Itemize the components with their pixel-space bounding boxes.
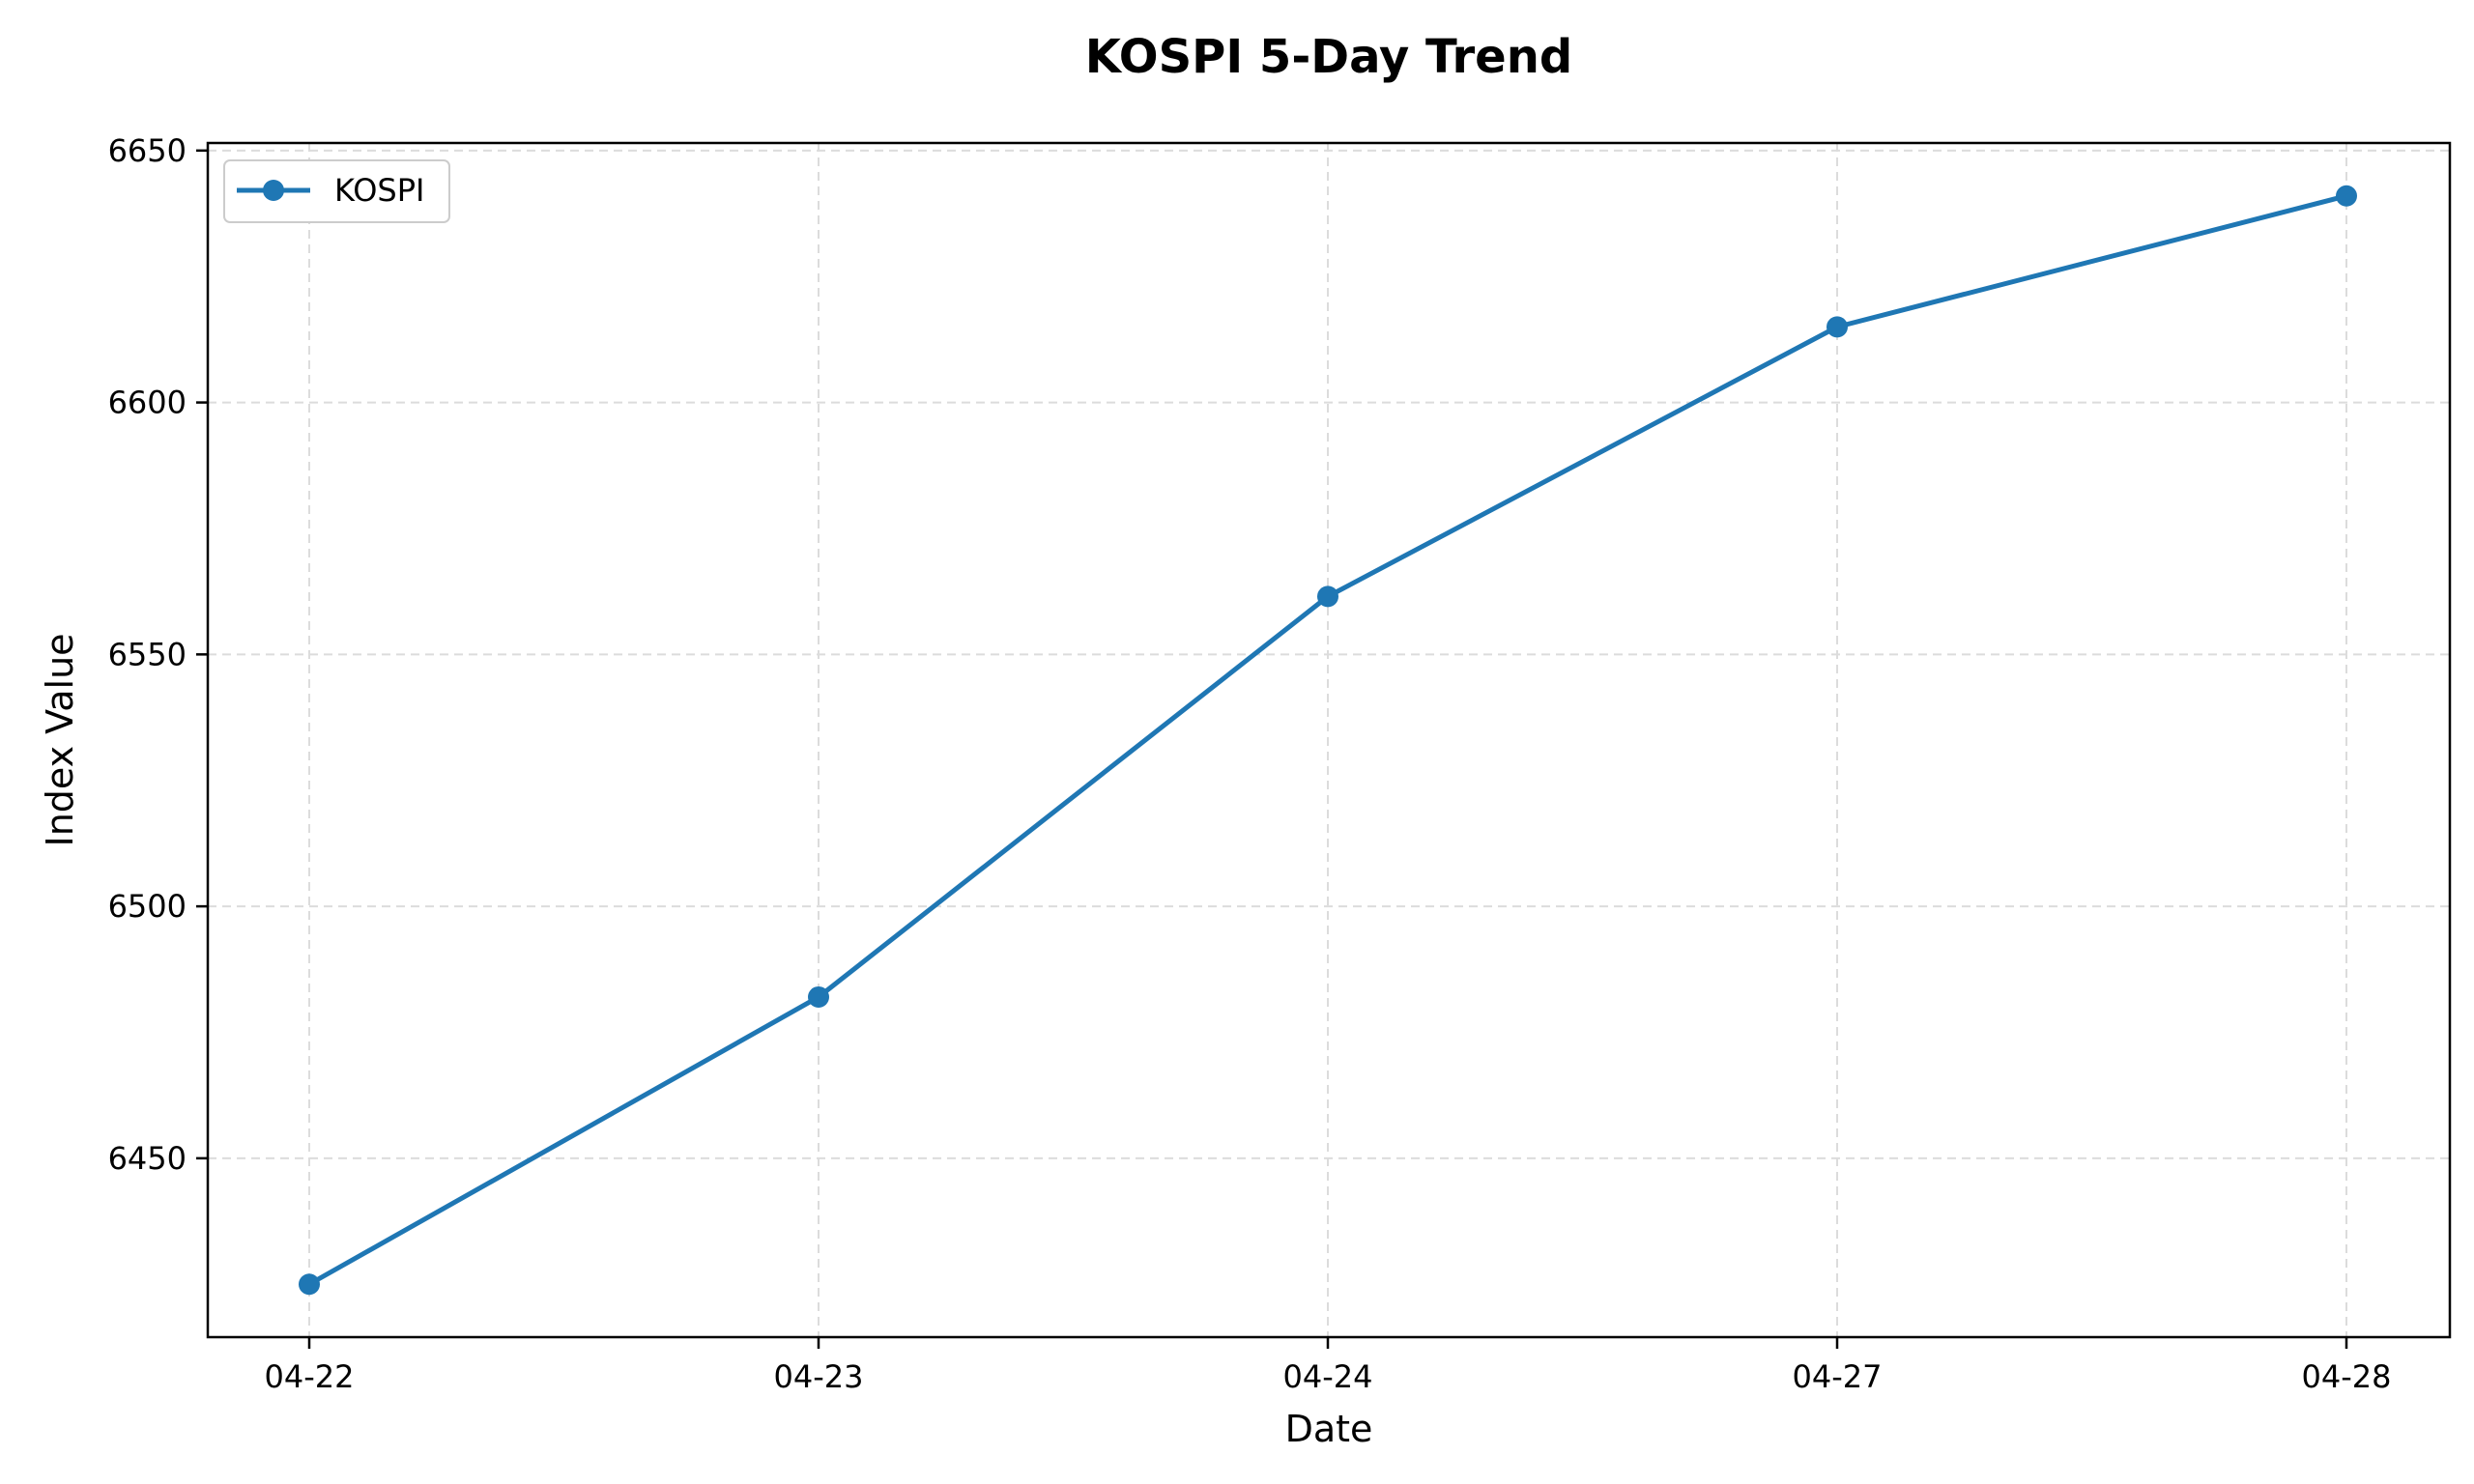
legend-marker xyxy=(263,180,284,201)
x-tick-label: 04-24 xyxy=(1283,1358,1373,1395)
x-axis-label: Date xyxy=(1285,1408,1373,1450)
chart-title: KOSPI 5-Day Trend xyxy=(1085,30,1572,84)
legend: KOSPI xyxy=(223,159,450,223)
series-layer xyxy=(299,185,2357,1296)
axis-ticks: 04-22 04-23 04-24 04-27 04-28 6450 6500 6550 660… xyxy=(108,132,2392,1395)
data-point xyxy=(1317,585,1338,608)
data-point xyxy=(2336,185,2357,207)
y-tick-label: 6500 xyxy=(108,888,187,925)
data-point xyxy=(299,1273,320,1296)
data-point xyxy=(1827,316,1848,338)
x-tick-label: 04-23 xyxy=(774,1358,864,1395)
legend-label-kospi: KOSPI xyxy=(334,172,424,209)
grid-lines xyxy=(208,143,2450,1337)
x-tick-label: 04-28 xyxy=(2302,1358,2392,1395)
x-tick-label: 04-22 xyxy=(265,1358,355,1395)
y-tick-label: 6650 xyxy=(108,132,187,169)
y-tick-label: 6600 xyxy=(108,385,187,421)
legend-box xyxy=(223,159,450,223)
x-tick-label: 04-27 xyxy=(1793,1358,1883,1395)
data-point xyxy=(808,985,829,1008)
y-tick-label: 6450 xyxy=(108,1140,187,1177)
y-tick-label: 6550 xyxy=(108,636,187,672)
y-axis-label: Index Value xyxy=(39,633,81,846)
